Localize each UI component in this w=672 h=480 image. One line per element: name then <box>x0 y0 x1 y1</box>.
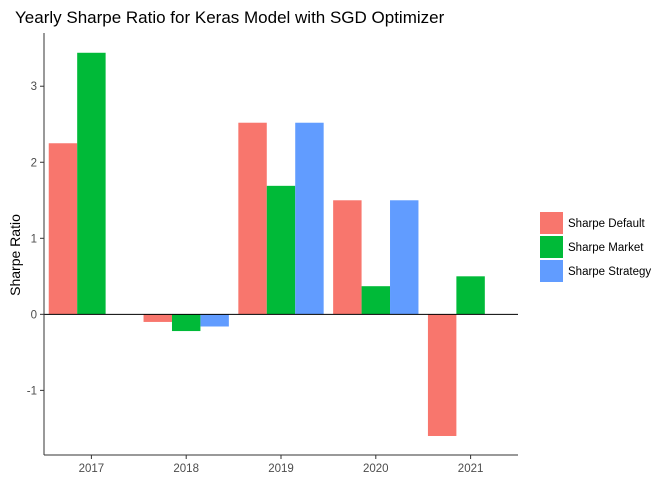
legend-swatch <box>540 212 563 234</box>
bar-sharpe-strategy-2019 <box>295 122 324 315</box>
legend-label: Sharpe Default <box>568 218 646 230</box>
x-tick-label: 2018 <box>173 463 199 475</box>
y-tick-label: 1 <box>31 233 37 245</box>
x-tick-label: 2017 <box>79 463 105 475</box>
bar-sharpe-market-2020 <box>361 286 391 315</box>
bar-sharpe-default-2017 <box>48 143 78 315</box>
bar-sharpe-default-2018 <box>143 314 172 322</box>
bar-sharpe-market-2018 <box>171 314 201 332</box>
bar-sharpe-strategy-2020 <box>390 200 419 315</box>
y-tick-label: 3 <box>31 81 37 93</box>
x-axis-ticks: 2017 2018 2019 2020 2021 <box>79 455 484 475</box>
legend-swatch <box>540 236 563 258</box>
legend: Sharpe Default Sharpe Market Sharpe Strate… <box>540 212 651 282</box>
legend-label: Sharpe Strategy <box>568 266 651 278</box>
legend-label: Sharpe Market <box>568 242 644 254</box>
y-tick-label: -1 <box>27 385 37 397</box>
bar-sharpe-market-2021 <box>456 276 485 315</box>
x-tick-label: 2019 <box>268 463 294 475</box>
y-tick-label: 0 <box>31 309 37 321</box>
bar-sharpe-strategy-2018 <box>200 314 229 327</box>
legend-swatch <box>540 260 563 282</box>
x-tick-label: 2020 <box>363 463 389 475</box>
bar-sharpe-default-2021 <box>427 314 457 436</box>
x-tick-label: 2021 <box>458 463 484 475</box>
bar-sharpe-market-2019 <box>266 185 296 315</box>
y-axis-ticks: -1 0 1 2 3 <box>27 81 44 397</box>
chart-title: Yearly Sharpe Ratio for Keras Model with… <box>15 8 445 27</box>
bar-sharpe-market-2017 <box>77 52 106 315</box>
bars-layer <box>48 52 485 436</box>
bar-sharpe-default-2019 <box>238 122 267 315</box>
bar-sharpe-default-2020 <box>333 200 362 315</box>
y-tick-label: 2 <box>31 157 37 169</box>
y-axis-title: Sharpe Ratio <box>7 214 23 296</box>
